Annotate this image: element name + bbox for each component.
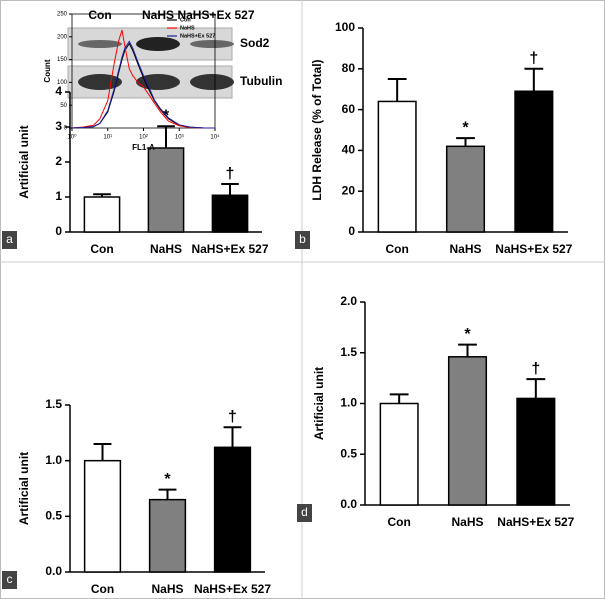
significance-marker: * [164, 471, 171, 488]
y-tick-label: 50 [60, 103, 67, 109]
y-tick-label: 60 [342, 102, 356, 116]
bar [516, 397, 556, 506]
x-tick-label: Con [91, 582, 114, 596]
y-axis-label: Count [43, 59, 52, 82]
blot-row-label: Tubulin [240, 74, 282, 88]
y-tick-label: 1 [55, 189, 62, 203]
blot-band [190, 40, 234, 48]
x-tick-label: NaHS+Ex 527 [495, 242, 572, 256]
bar [211, 194, 249, 233]
y-tick-label: 0 [348, 224, 355, 238]
x-tick-label: NaHS+Ex 527 [497, 515, 574, 529]
x-tick-label: NaHS [151, 582, 183, 596]
y-tick-label: 250 [57, 12, 68, 18]
blot-band [78, 40, 122, 48]
x-tick-label: NaHS [449, 242, 481, 256]
y-tick-label: 2.0 [340, 294, 357, 308]
bar [147, 147, 185, 233]
blot-lane-label: NaHS [142, 8, 174, 22]
panel-label: d [301, 505, 308, 519]
blot-lane-label: NaHS+Ex 527 [177, 8, 254, 22]
y-axis-label: Artificial unit [312, 367, 326, 440]
x-axis-label: FL1-A [132, 143, 155, 152]
y-tick-label: 20 [342, 183, 356, 197]
legend-label: Con [180, 17, 191, 23]
y-tick-label: 0.0 [45, 564, 62, 578]
y-tick-label: 200 [57, 34, 68, 40]
x-tick-label: 10⁰ [67, 134, 77, 141]
bar [377, 100, 417, 233]
x-tick-label: Con [90, 242, 113, 256]
y-tick-label: 0.5 [340, 446, 357, 460]
histogram-line [71, 29, 215, 129]
y-tick-label: 40 [342, 143, 356, 157]
panel-label-box [295, 231, 310, 249]
y-tick-label: 1.5 [45, 397, 62, 411]
y-tick-label: 0.0 [340, 497, 357, 511]
y-tick-label: 0 [64, 126, 68, 132]
bar [83, 459, 122, 573]
y-tick-label: 0 [55, 224, 62, 238]
y-axis-label: Artificial unit [17, 452, 31, 525]
significance-marker: † [531, 360, 540, 377]
bar [514, 90, 554, 233]
y-tick-label: 2 [55, 154, 62, 168]
blot-band [190, 74, 234, 90]
legend-label: NaHS+Ex 527 [180, 33, 215, 39]
panel-label: a [6, 232, 13, 246]
panel-label-box [2, 231, 17, 249]
y-tick-label: 1.0 [45, 453, 62, 467]
blot-band [136, 37, 180, 51]
significance-marker: † [228, 408, 237, 425]
bar [213, 446, 252, 573]
x-tick-label: NaHS+Ex 527 [194, 582, 271, 596]
x-tick-label: NaHS [451, 515, 483, 529]
significance-marker: † [529, 50, 538, 67]
blot-band [78, 74, 122, 90]
panel-label-box [297, 504, 312, 522]
x-tick-label: NaHS+Ex 527 [191, 242, 268, 256]
bar [379, 402, 419, 506]
significance-marker: * [462, 119, 469, 136]
bar [445, 145, 486, 233]
y-axis-label: LDH Release (% of Total) [310, 59, 324, 200]
significance-marker: † [226, 165, 235, 182]
histogram-line [71, 40, 215, 129]
bar [83, 196, 121, 233]
y-tick-label: 4 [55, 84, 62, 98]
y-tick-label: 100 [57, 80, 68, 86]
x-tick-label: Con [388, 515, 411, 529]
bar [148, 498, 187, 573]
y-tick-label: 0.5 [45, 509, 62, 523]
blot-lane-label: Con [88, 8, 111, 22]
x-tick-label: 10¹ [103, 135, 112, 141]
panel-label-box [2, 571, 17, 589]
bar [447, 356, 488, 506]
y-tick-label: 1.5 [340, 345, 357, 359]
panel-label: c [7, 572, 13, 586]
x-tick-label: 10⁴ [210, 134, 220, 141]
x-tick-label: 10³ [175, 135, 184, 141]
y-tick-label: 1.0 [340, 396, 357, 410]
y-axis-label: Artificial unit [17, 125, 31, 198]
y-tick-label: 3 [55, 119, 62, 133]
x-tick-label: 10² [139, 135, 148, 141]
y-tick-label: 100 [335, 20, 355, 34]
significance-marker: * [464, 326, 471, 343]
y-tick-label: 150 [57, 57, 68, 63]
x-tick-label: Con [386, 242, 409, 256]
legend-label: NaHS [180, 25, 195, 31]
x-tick-label: NaHS [150, 242, 182, 256]
y-tick-label: 80 [342, 61, 356, 75]
panel-label: b [299, 232, 306, 246]
blot-row-label: Sod2 [240, 36, 270, 50]
